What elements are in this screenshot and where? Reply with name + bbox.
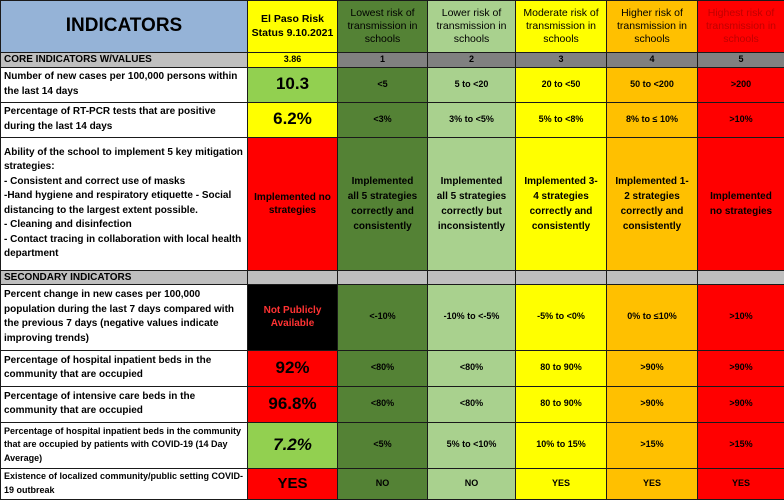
label-line: - Contact tracing in collaboration with … [4,233,242,260]
level-1-number: 1 [337,52,428,68]
indicator-label: Ability of the school to implement 5 key… [0,136,248,271]
level-1-cell: <80% [337,385,428,423]
secondary-section-title: SECONDARY INDICATORS [0,269,248,285]
level-5-cell: >90% [697,349,784,387]
table-row: Percentage of intensive care beds in the… [0,385,784,423]
level-5-cell: >200 [697,66,784,103]
level-1-cell: Implemented all 5 strategies correctly a… [337,136,428,271]
level-1-cell: <80% [337,349,428,387]
table-row: Percentage of hospital inpatient beds in… [0,421,784,469]
level-3-cell: -5% to <0% [515,283,607,351]
level-3-cell: 20 to <50 [515,66,607,103]
level-5-header: Highest risk of transmission in schools [697,0,784,53]
indicator-label: Percent change in new cases per 100,000 … [0,283,248,351]
level-2-cell: <80% [427,385,516,423]
table-row: Percent change in new cases per 100,000 … [0,283,784,351]
level-3-header: Moderate risk of transmission in schools [515,0,607,53]
level-2-cell: NO [427,467,516,500]
level-4-cell: >15% [606,421,698,469]
level-2-header: Lower risk of transmission in schools [427,0,516,53]
label-line: - Cleaning and disinfection [4,219,132,230]
level-1-header: Lowest risk of transmission in schools [337,0,428,53]
table-row: Percentage of hospital inpatient beds in… [0,349,784,387]
level-5-cell: Implemented no strategies [697,136,784,271]
indicator-label: Percentage of intensive care beds in the… [0,385,248,423]
secondary-section-row: SECONDARY INDICATORS [0,269,784,285]
level-3-cell: 80 to 90% [515,385,607,423]
indicator-value: 10.3 [247,66,338,103]
label-line: - Consistent and correct use of masks [4,175,186,187]
indicator-value: 92% [247,349,338,387]
label-line: Ability of the school to implement 5 key… [4,146,243,173]
level-3-cell: 10% to 15% [515,421,607,469]
level-4-header: Higher risk of transmission in schools [606,0,698,53]
level-4-cell: YES [606,467,698,500]
level-2-cell: <80% [427,349,516,387]
level-3-cell: Implemented 3-4 strategies correctly and… [515,136,607,271]
section-spacer [337,269,428,285]
level-5-cell: >10% [697,101,784,138]
indicator-label: Percentage of hospital inpatient beds in… [0,349,248,387]
section-spacer [247,269,338,285]
level-5-cell: >15% [697,421,784,469]
status-header: El Paso Risk Status 9.10.2021 [247,0,338,53]
level-2-cell: -10% to <-5% [427,283,516,351]
level-4-cell: Implemented 1-2 strategies correctly and… [606,136,698,271]
level-5-cell: >90% [697,385,784,423]
indicator-value: Not Publicly Available [247,283,338,351]
section-spacer [606,269,698,285]
level-5-cell: YES [697,467,784,500]
level-1-cell: <5 [337,66,428,103]
level-4-cell: 0% to ≤10% [606,283,698,351]
indicator-label: Existence of localized community/public … [0,467,248,500]
table-row: Percentage of RT-PCR tests that are posi… [0,101,784,138]
level-4-cell: >90% [606,385,698,423]
level-1-cell: <3% [337,101,428,138]
level-4-cell: >90% [606,349,698,387]
level-2-number: 2 [427,52,516,68]
indicator-value: YES [247,467,338,500]
level-4-number: 4 [606,52,698,68]
level-1-cell: <5% [337,421,428,469]
level-2-cell: 5% to <10% [427,421,516,469]
level-1-cell: <-10% [337,283,428,351]
table-row: Ability of the school to implement 5 key… [0,136,784,271]
section-spacer [427,269,516,285]
level-2-cell: 5 to <20 [427,66,516,103]
indicator-label: Percentage of hospital inpatient beds in… [0,421,248,469]
table-title: INDICATORS [0,0,248,53]
level-4-cell: 8% to ≤ 10% [606,101,698,138]
indicator-value: 96.8% [247,385,338,423]
header-row: INDICATORS El Paso Risk Status 9.10.2021… [0,0,784,53]
level-3-cell: 80 to 90% [515,349,607,387]
section-spacer [697,269,784,285]
indicator-label: Percentage of RT-PCR tests that are posi… [0,101,248,138]
label-line: -Hand hygiene and respiratory etiquette … [4,190,232,216]
level-2-cell: Implemented all 5 strategies correctly b… [427,136,516,271]
level-3-cell: 5% to <8% [515,101,607,138]
table-row: Number of new cases per 100,000 persons … [0,66,784,103]
level-2-cell: 3% to <5% [427,101,516,138]
indicator-value: 7.2% [247,421,338,469]
indicator-value: Implemented no strategies [247,136,338,271]
indicator-label: Number of new cases per 100,000 persons … [0,66,248,103]
level-3-cell: YES [515,467,607,500]
risk-score: 3.86 [247,52,338,68]
indicator-value: 6.2% [247,101,338,138]
core-section-title: CORE INDICATORS W/VALUES [0,52,248,68]
core-section-row: CORE INDICATORS W/VALUES 3.86 1 2 3 4 5 [0,52,784,68]
level-1-cell: NO [337,467,428,500]
level-4-cell: 50 to <200 [606,66,698,103]
section-spacer [515,269,607,285]
table-row: Existence of localized community/public … [0,467,784,500]
level-5-cell: >10% [697,283,784,351]
level-5-number: 5 [697,52,784,68]
level-3-number: 3 [515,52,607,68]
